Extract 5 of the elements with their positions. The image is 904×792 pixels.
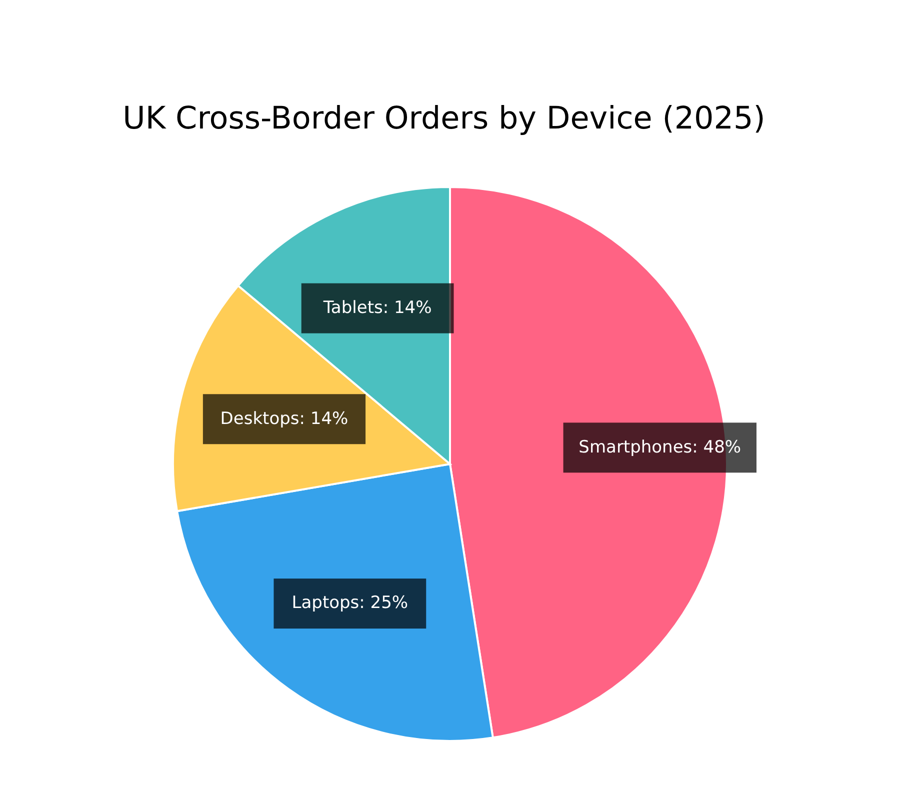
slice-label: Desktops: 14% [220,408,348,429]
chart-title: UK Cross-Border Orders by Device (2025) [122,100,766,136]
slice-label: Tablets: 14% [322,298,432,318]
slice-label: Smartphones: 48% [578,437,742,458]
slice-label: Laptops: 25% [292,593,408,614]
